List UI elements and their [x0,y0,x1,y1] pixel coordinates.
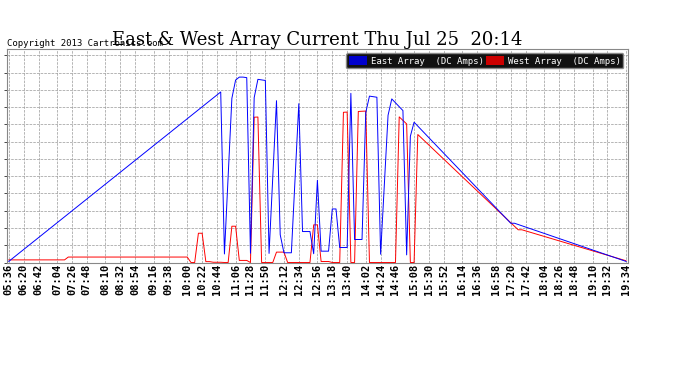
Legend: East Array  (DC Amps), West Array  (DC Amps): East Array (DC Amps), West Array (DC Amp… [346,53,623,68]
Text: Copyright 2013 Cartronics.com: Copyright 2013 Cartronics.com [7,39,163,48]
Title: East & West Array Current Thu Jul 25  20:14: East & West Array Current Thu Jul 25 20:… [112,31,522,49]
